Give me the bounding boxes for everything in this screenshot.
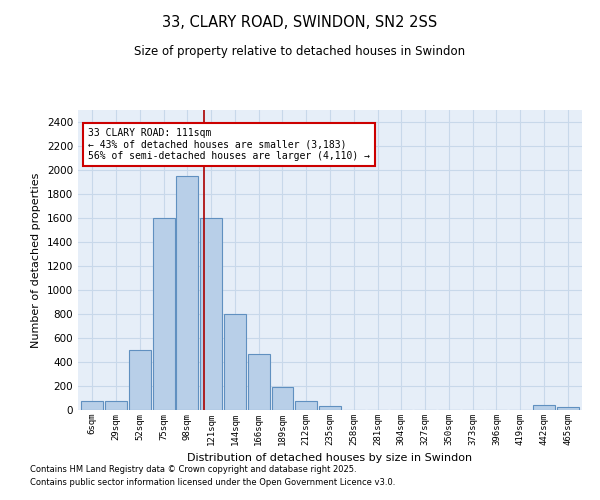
Text: Size of property relative to detached houses in Swindon: Size of property relative to detached ho… xyxy=(134,45,466,58)
Bar xyxy=(129,350,151,410)
Bar xyxy=(224,314,246,410)
Bar xyxy=(176,176,198,410)
Bar xyxy=(200,218,222,410)
Bar xyxy=(248,354,269,410)
Bar xyxy=(82,401,103,410)
Bar xyxy=(272,386,293,410)
Text: 33, CLARY ROAD, SWINDON, SN2 2SS: 33, CLARY ROAD, SWINDON, SN2 2SS xyxy=(163,15,437,30)
Bar xyxy=(295,401,317,410)
Bar xyxy=(319,406,341,410)
Y-axis label: Number of detached properties: Number of detached properties xyxy=(31,172,41,348)
X-axis label: Distribution of detached houses by size in Swindon: Distribution of detached houses by size … xyxy=(187,454,473,464)
Text: 33 CLARY ROAD: 111sqm
← 43% of detached houses are smaller (3,183)
56% of semi-d: 33 CLARY ROAD: 111sqm ← 43% of detached … xyxy=(88,128,370,161)
Bar xyxy=(557,407,578,410)
Bar xyxy=(152,218,175,410)
Text: Contains HM Land Registry data © Crown copyright and database right 2025.: Contains HM Land Registry data © Crown c… xyxy=(30,466,356,474)
Bar xyxy=(105,401,127,410)
Text: Contains public sector information licensed under the Open Government Licence v3: Contains public sector information licen… xyxy=(30,478,395,487)
Bar xyxy=(533,405,555,410)
